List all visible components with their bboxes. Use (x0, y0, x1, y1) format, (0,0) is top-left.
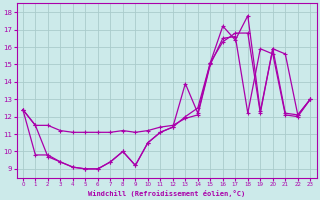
X-axis label: Windchill (Refroidissement éolien,°C): Windchill (Refroidissement éolien,°C) (88, 190, 245, 197)
